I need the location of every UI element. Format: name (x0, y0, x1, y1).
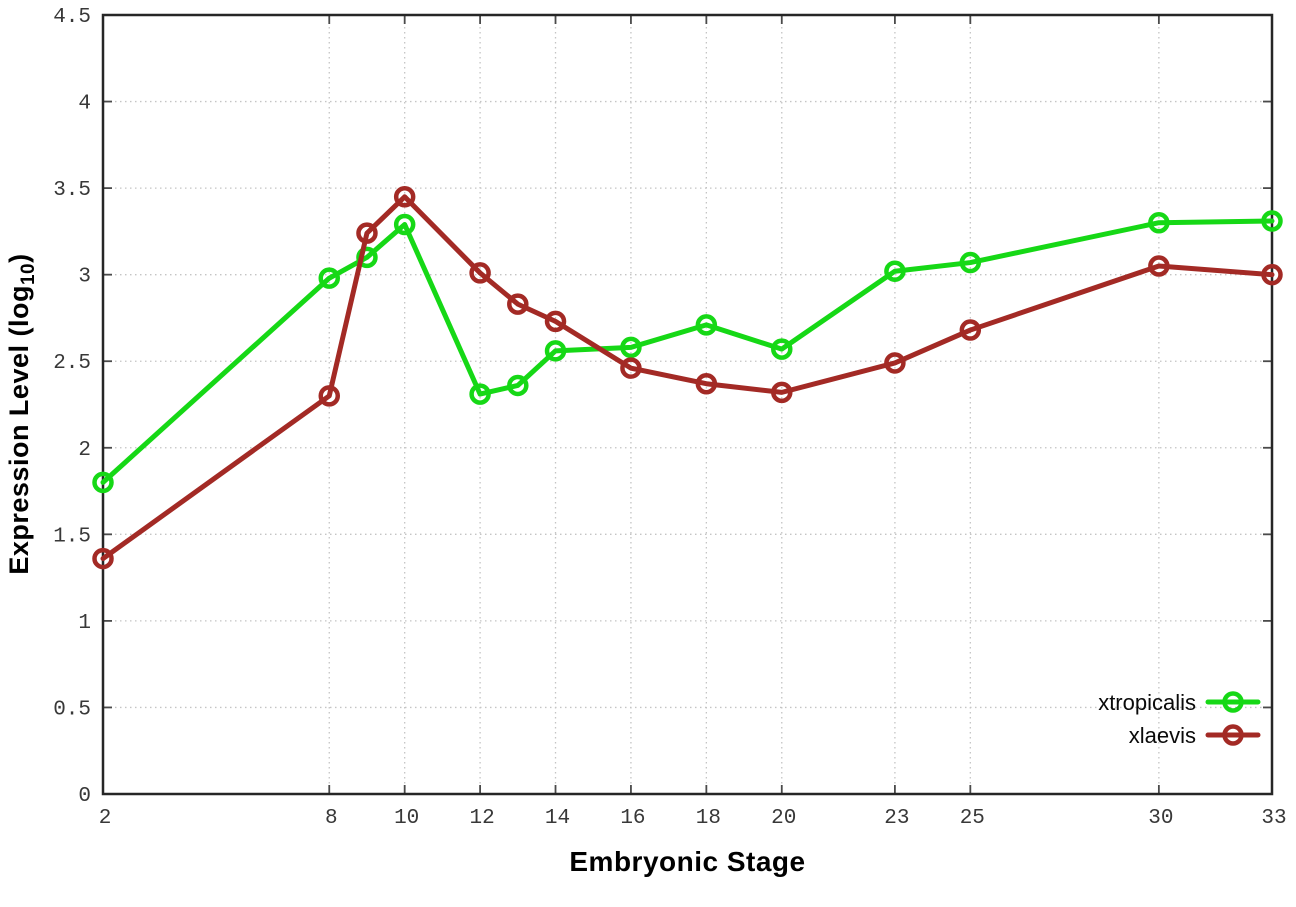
data-point-xtropicalis (92, 471, 114, 494)
legend: xtropicalis xlaevis (1098, 690, 1261, 748)
x-tick-label: 30 (1148, 807, 1173, 830)
data-point-xtropicalis (356, 246, 378, 269)
y-tick-label: 4 (78, 93, 91, 116)
legend-label-xtropicalis: xtropicalis (1098, 690, 1196, 715)
x-tick-label: 12 (469, 807, 494, 830)
legend-point-sample-xtropicalis (1222, 691, 1244, 713)
data-point-xtropicalis (695, 314, 718, 336)
x-tick-label: 8 (325, 807, 338, 830)
x-tick-label: 2 (99, 807, 112, 830)
x-axis-title: Embryonic Stage (569, 846, 806, 877)
y-tick-label: 1.5 (53, 525, 91, 548)
y-tick-label: 1 (78, 612, 91, 635)
legend-entry-xtropicalis: xtropicalis (1098, 690, 1261, 715)
data-point-xtropicalis (318, 267, 341, 289)
y-tick-label: 4.5 (53, 6, 91, 29)
data-point-xlaevis (771, 381, 793, 404)
x-tick-label: 10 (394, 807, 419, 830)
data-point-xlaevis (507, 293, 529, 315)
data-point-xlaevis (356, 222, 378, 244)
series-xtropicalis (92, 210, 1283, 494)
x-tick-label: 16 (620, 807, 645, 830)
grid-lines (105, 17, 1270, 792)
y-tick-label: 3 (78, 266, 91, 289)
data-point-xtropicalis (771, 338, 793, 360)
legend-entry-xlaevis: xlaevis (1129, 723, 1261, 748)
data-point-xlaevis (959, 319, 982, 341)
data-point-xtropicalis (544, 340, 567, 362)
x-tick-label: 23 (884, 807, 909, 830)
y-axis-title-end: ) (4, 253, 34, 263)
series-line-xtropicalis (100, 218, 1275, 485)
series-line-xlaevis (100, 194, 1275, 562)
data-point-xlaevis (695, 372, 718, 395)
y-tick-label: 2 (78, 439, 91, 462)
x-tick-label: 33 (1261, 807, 1286, 830)
y-tick-label: 0.5 (53, 698, 91, 721)
x-tick-label: 18 (696, 807, 721, 830)
data-point-xlaevis (469, 262, 491, 284)
y-axis-title: Expression Level (log10) (4, 234, 40, 594)
data-point-xlaevis (544, 310, 567, 333)
tick-labels: 0 0.5 1 1.5 2 2.5 3 3.5 4 4.5 2 8 10 12 14 16 18 20 23 25 30… (53, 6, 1286, 830)
data-point-xlaevis (318, 385, 341, 407)
y-axis-title-subscript: 10 (18, 262, 39, 286)
data-point-xlaevis (1148, 255, 1170, 277)
x-tick-label: 25 (960, 807, 985, 830)
data-point-xlaevis (92, 547, 114, 570)
data-point-xlaevis (620, 357, 642, 379)
series-xlaevis (92, 186, 1283, 570)
data-point-xlaevis (884, 352, 906, 374)
data-point-xtropicalis (884, 260, 906, 282)
data-point-xtropicalis (393, 213, 416, 236)
y-tick-label: 3.5 (53, 179, 91, 202)
data-point-xtropicalis (507, 374, 529, 397)
y-tick-label: 2.5 (53, 352, 91, 375)
data-point-xtropicalis (469, 383, 491, 405)
data-point-xtropicalis (1148, 211, 1170, 234)
legend-label-xlaevis: xlaevis (1129, 723, 1196, 748)
data-point-xtropicalis (959, 251, 982, 274)
x-tick-label: 20 (771, 807, 796, 830)
data-point-xtropicalis (620, 336, 642, 359)
legend-point-sample-xlaevis (1222, 724, 1244, 746)
plot-border (101, 13, 1274, 796)
y-axis-title-main: Expression Level (log (4, 285, 34, 575)
data-point-xlaevis (1261, 263, 1283, 286)
x-tick-label: 14 (545, 807, 570, 830)
tick-marks (102, 14, 1273, 795)
y-tick-label: 0 (78, 785, 91, 808)
data-point-xtropicalis (1261, 210, 1283, 232)
data-point-xlaevis (393, 186, 416, 208)
